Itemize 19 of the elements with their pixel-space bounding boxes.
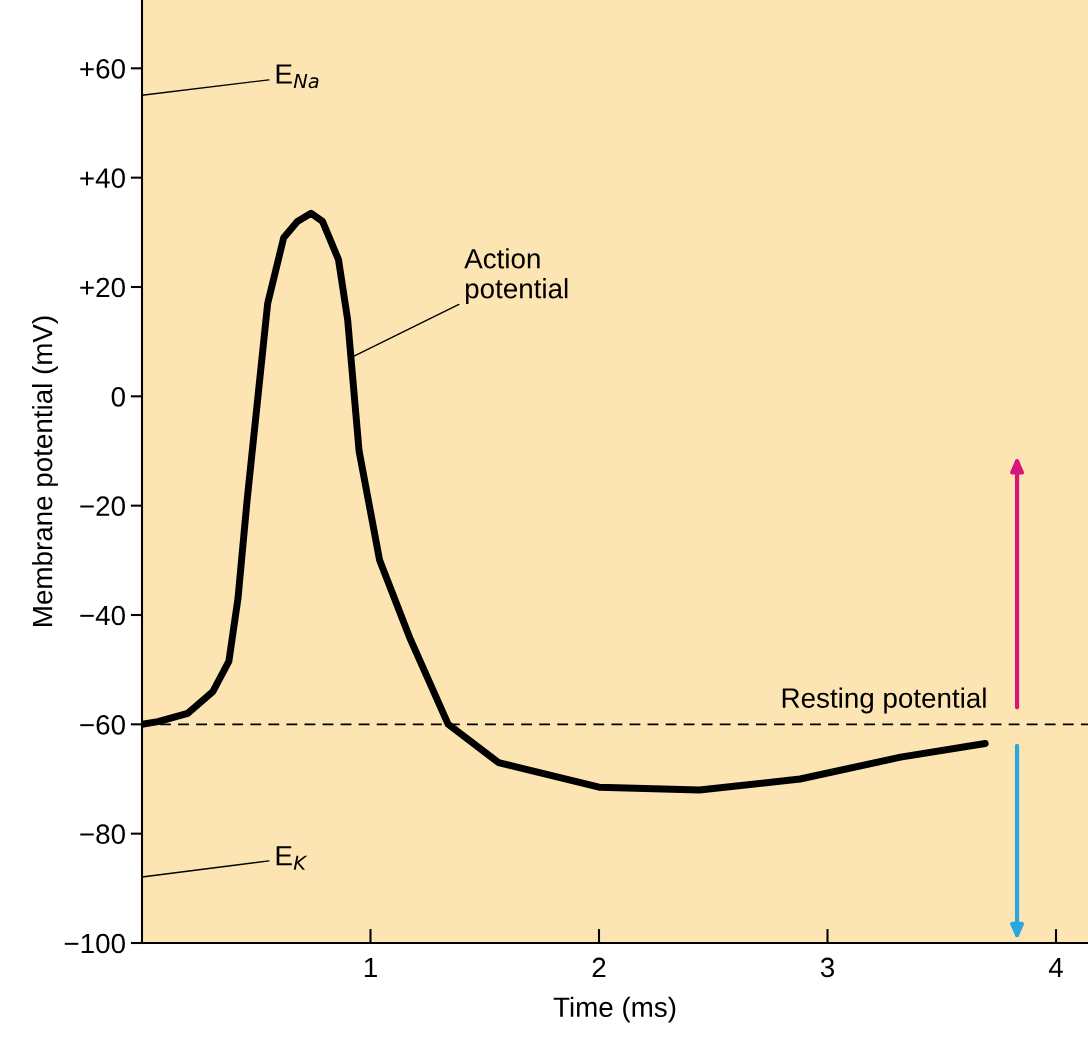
annotation: Action potential bbox=[464, 248, 568, 304]
x-tick-label: 2 bbox=[592, 957, 606, 978]
x-tick-label: 4 bbox=[1048, 957, 1063, 978]
y-tick-label: −80 bbox=[80, 824, 125, 845]
y-tick-label: +40 bbox=[80, 168, 125, 189]
y-tick-label: −60 bbox=[80, 715, 125, 735]
y-tick-label: 0 bbox=[111, 387, 125, 407]
y-axis-title: Membrane potential (mV) bbox=[32, 316, 58, 626]
x-tick-label: 1 bbox=[364, 957, 377, 978]
x-axis-title: Time (ms) bbox=[553, 996, 676, 1023]
y-tick-label: +60 bbox=[80, 59, 125, 79]
annotation: E$_{Na}$ bbox=[276, 64, 319, 89]
y-tick-label: −40 bbox=[80, 605, 125, 626]
x-tick-label: 3 bbox=[820, 957, 835, 978]
annotation: E$_{K}$ bbox=[276, 846, 308, 870]
y-tick-label: −20 bbox=[80, 496, 125, 517]
ref-line-label: Resting potential bbox=[782, 687, 986, 714]
y-tick-label: −100 bbox=[64, 933, 125, 954]
y-tick-label: +20 bbox=[80, 277, 125, 298]
